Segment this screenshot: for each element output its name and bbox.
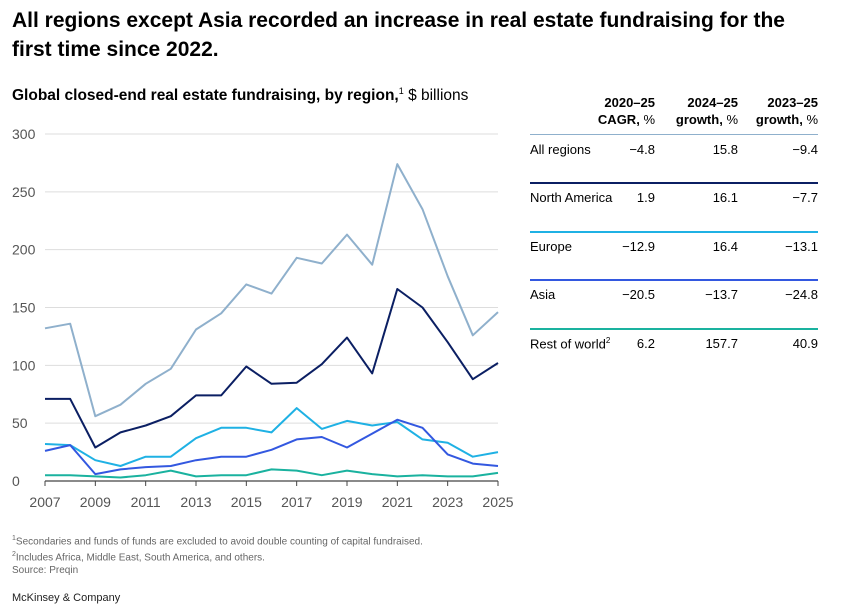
- header-cagr-label: CAGR,: [597, 112, 640, 127]
- series-line-all-regions: [44, 163, 499, 418]
- footnote-1: 1Secondaries and funds of funds are excl…: [12, 533, 423, 549]
- x-tick-label: 2021: [382, 494, 413, 510]
- row-cagr: 1.9: [636, 190, 655, 205]
- header-growth-2023-label: growth,: [755, 112, 803, 127]
- row-growth-2023: −24.8: [785, 287, 818, 302]
- grid-lines: [45, 133, 498, 482]
- table-row-all-regions: All regions −4.8 15.8 −9.4: [530, 134, 818, 183]
- row-color-rule: [530, 134, 818, 135]
- x-axis-ticks: 2007 2009 2011 2013 2015 2017 2019 2021 2023 2025: [29, 481, 514, 510]
- row-growth-2024: 157.7: [705, 336, 738, 351]
- chart-title: Global closed-end real estate fundraisin…: [12, 86, 468, 105]
- header-growth-2024: 2024–25 growth, %: [676, 94, 738, 128]
- table-row-europe: Europe −12.9 16.4 −13.1: [530, 231, 818, 280]
- y-tick-label: 150: [12, 300, 36, 316]
- row-color-rule: [530, 279, 818, 281]
- footnotes: 1Secondaries and funds of funds are excl…: [12, 533, 423, 577]
- y-tick-label: 200: [12, 242, 36, 258]
- x-tick-label: 2025: [482, 494, 513, 510]
- header-cagr: 2020–25 CAGR, %: [598, 94, 655, 128]
- header-growth-2023-years: 2023–25: [767, 95, 818, 110]
- series-line-europe: [44, 407, 499, 467]
- row-label: Rest of world: [530, 336, 606, 352]
- row-label: Asia: [530, 287, 556, 302]
- row-label: Europe: [530, 239, 572, 254]
- row-footnote-mark: 2: [605, 336, 611, 345]
- row-cagr: −12.9: [622, 239, 655, 254]
- series-line-asia: [44, 418, 499, 476]
- y-tick-label: 100: [12, 357, 36, 373]
- row-cagr: −20.5: [622, 287, 655, 302]
- table-row-asia: Asia −20.5 −13.7 −24.8: [530, 279, 818, 328]
- footnote-1-mark: 1: [12, 535, 16, 542]
- header-growth-2023: 2023–25 growth, %: [756, 94, 818, 128]
- y-tick-label: 50: [12, 415, 28, 431]
- source-text: Source: Preqin: [12, 564, 79, 576]
- x-tick-label: 2011: [131, 494, 161, 510]
- chart-unit: $ billions: [408, 87, 469, 105]
- table-row-rest-of-world: Rest of world2 6.2 157.7 40.9: [530, 328, 818, 377]
- row-growth-2023: −9.4: [792, 142, 818, 157]
- header-cagr-years: 2020–25: [604, 95, 655, 110]
- y-axis-ticks: 0 50 100 150 200 250 300: [12, 126, 36, 489]
- row-growth-2023: −13.1: [785, 239, 818, 254]
- y-tick-label: 300: [12, 126, 36, 142]
- y-tick-label: 0: [12, 473, 20, 489]
- x-tick-label: 2017: [281, 494, 312, 510]
- row-growth-2024: 16.1: [712, 190, 738, 205]
- row-growth-2024: 15.8: [712, 142, 738, 157]
- footnote-2-text: Includes Africa, Middle East, South Amer…: [15, 552, 265, 564]
- series-line-north-america: [45, 288, 499, 449]
- chart-title-text: Global closed-end real estate fundraisin…: [12, 87, 399, 105]
- y-tick-label: 250: [12, 184, 36, 200]
- footnote-2-mark: 2: [12, 550, 16, 558]
- table-row-north-america: North America 1.9 16.1 −7.7: [530, 182, 818, 231]
- series-lines: [44, 163, 499, 479]
- header-growth-2024-label: growth,: [675, 112, 723, 127]
- row-growth-2024: 16.4: [712, 239, 738, 254]
- row-color-rule: [530, 328, 818, 330]
- x-tick-label: 2015: [231, 494, 262, 510]
- header-growth-2023-unit: %: [806, 112, 818, 127]
- x-tick-label: 2009: [80, 494, 111, 510]
- header-growth-2024-years: 2024–25: [687, 95, 738, 110]
- chart-title-footnote-mark: 1: [398, 86, 404, 96]
- footnote-2: 2Includes Africa, Middle East, South Ame…: [12, 549, 423, 565]
- row-label: All regions: [530, 142, 591, 157]
- source-note: Source: Preqin: [12, 565, 423, 578]
- row-growth-2023: 40.9: [792, 336, 818, 351]
- header-growth-2024-unit: %: [726, 112, 738, 127]
- row-label-wrap: Rest of world2: [530, 336, 610, 351]
- x-tick-label: 2013: [180, 494, 211, 510]
- footnote-1-text: Secondaries and funds of funds are exclu…: [15, 536, 423, 548]
- row-color-rule: [530, 182, 818, 184]
- header-cagr-unit: %: [643, 112, 655, 127]
- x-tick-label: 2019: [331, 494, 362, 510]
- row-color-rule: [530, 231, 818, 233]
- series-line-rest-of-world: [45, 468, 499, 479]
- x-tick-label: 2007: [29, 494, 60, 510]
- row-growth-2023: −7.7: [792, 190, 818, 205]
- headline: All regions except Asia recorded an incr…: [12, 9, 785, 61]
- row-growth-2024: −13.7: [705, 287, 738, 302]
- brand-logo-text: McKinsey & Company: [12, 592, 121, 604]
- row-cagr: −4.8: [629, 142, 655, 157]
- row-cagr: 6.2: [636, 336, 655, 351]
- row-label: North America: [530, 190, 613, 205]
- x-tick-label: 2023: [432, 494, 463, 510]
